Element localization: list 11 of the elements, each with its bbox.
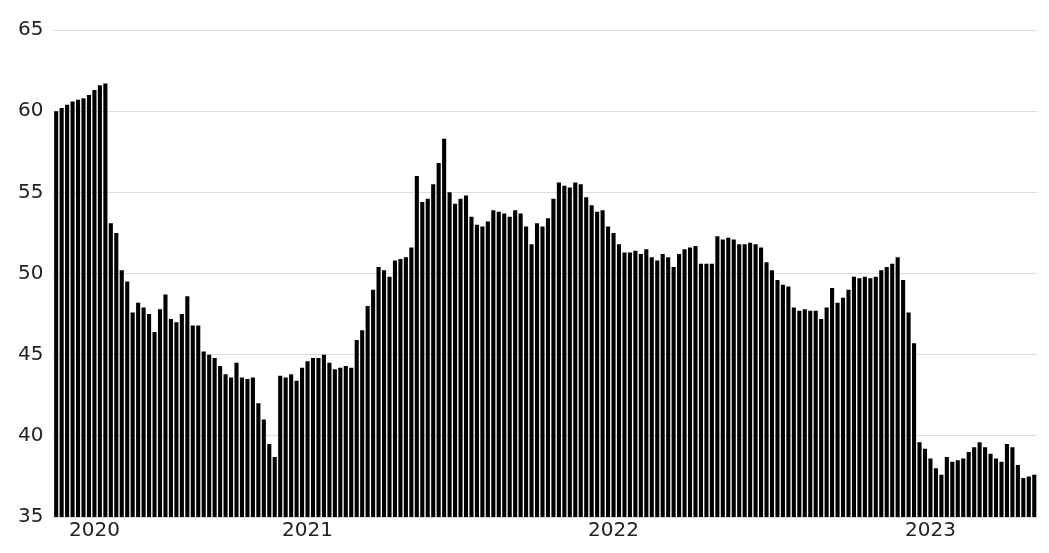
y-tick-label: 50 <box>18 259 44 284</box>
y-tick-label: 45 <box>18 340 44 365</box>
x-tick-label: 2020 <box>68 517 120 542</box>
x-tick-label: 2022 <box>588 517 639 542</box>
y-tick-label: 65 <box>18 16 44 41</box>
y-tick-label: 55 <box>18 178 44 203</box>
y-tick-label: 40 <box>18 422 44 447</box>
x-tick-label: 2021 <box>282 517 333 542</box>
y-tick-label: 60 <box>18 97 44 122</box>
x-tick-label: 2023 <box>905 517 956 542</box>
y-tick-label: 35 <box>18 503 44 528</box>
